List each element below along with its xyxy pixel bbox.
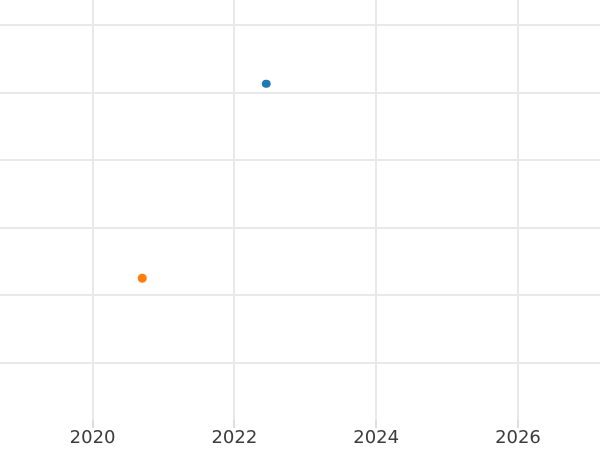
x-tick-mark <box>516 420 519 428</box>
scatter-point-orange-series <box>137 273 147 283</box>
h-gridline <box>0 159 600 161</box>
x-tick-mark <box>91 420 94 428</box>
v-gridline <box>516 0 519 420</box>
scatter-point-blue-series <box>262 79 271 88</box>
v-gridline <box>233 0 236 420</box>
h-gridline <box>0 24 600 26</box>
x-tick-mark <box>375 420 378 428</box>
x-tick-label: 2020 <box>69 427 116 448</box>
v-gridline <box>91 0 94 420</box>
h-gridline <box>0 294 600 296</box>
x-tick-label: 2024 <box>353 427 400 448</box>
h-gridline <box>0 226 600 229</box>
x-tick-label: 2022 <box>211 427 258 448</box>
x-tick-mark <box>233 420 236 428</box>
h-gridline <box>0 361 600 364</box>
h-gridline <box>0 91 600 94</box>
x-tick-label: 2026 <box>495 427 541 448</box>
v-gridline <box>375 0 378 420</box>
